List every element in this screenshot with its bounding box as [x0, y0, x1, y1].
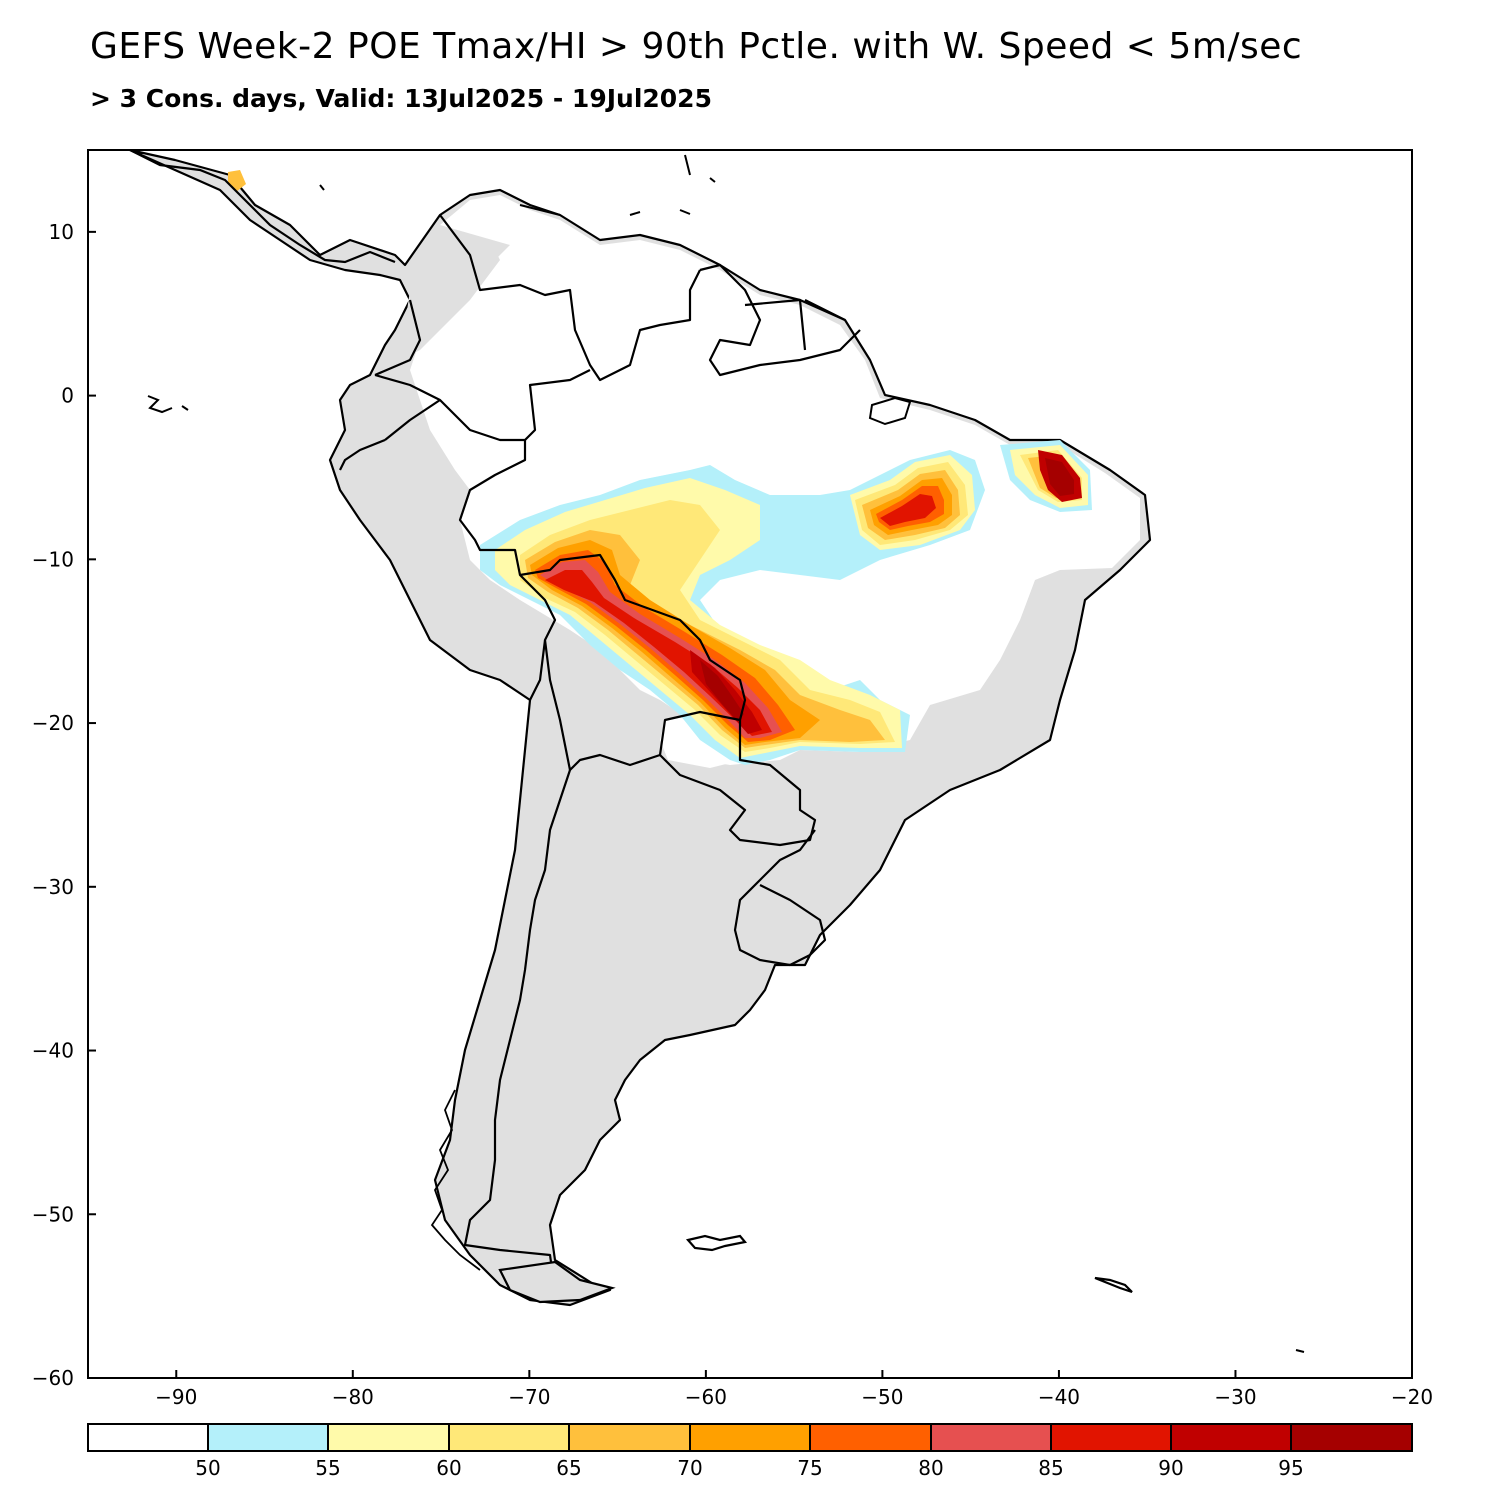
- colorbar-label: 65: [556, 1456, 581, 1480]
- map-frame: [87, 149, 1413, 1379]
- colorbar-swatch: [1170, 1423, 1292, 1452]
- y-tick-label: −40: [32, 1039, 74, 1063]
- south-georgia-island: [1094, 1276, 1133, 1294]
- map-subtitle: > 3 Cons. days, Valid: 13Jul2025 - 19Jul…: [90, 84, 712, 113]
- x-tick-label: −20: [1391, 1385, 1433, 1409]
- colorbar-swatch: [448, 1423, 570, 1452]
- colorbar-swatch: [87, 1423, 209, 1452]
- y-tick-label: −30: [32, 875, 74, 899]
- x-tick-label: −60: [685, 1385, 727, 1409]
- falkland-islands: [685, 1234, 748, 1252]
- tierra-del-fuego: [498, 1260, 616, 1304]
- colorbar: 50 55 60 65 70 75 80 85 90 95: [87, 1423, 1413, 1480]
- y-tick-label: 0: [61, 384, 74, 408]
- colorbar-label: 55: [315, 1456, 340, 1480]
- colorbar-swatch: [1290, 1423, 1413, 1452]
- colorbar-swatch: [327, 1423, 450, 1452]
- y-axis: 10 0 −10 −20 −30 −40 −50 −60: [32, 220, 96, 1390]
- y-tick-label: −10: [32, 547, 74, 571]
- colorbar-swatch: [568, 1423, 691, 1452]
- x-tick-label: −80: [332, 1385, 374, 1409]
- central-america-coast: [129, 150, 396, 264]
- colorbar-label: 80: [918, 1456, 943, 1480]
- colorbar-swatch: [930, 1423, 1052, 1452]
- colorbar-swatch: [809, 1423, 932, 1452]
- colorbar-label: 90: [1158, 1456, 1183, 1480]
- x-tick-label: −40: [1038, 1385, 1080, 1409]
- ecuador-gray-strip: [360, 385, 400, 470]
- colorbar-swatch: [207, 1423, 329, 1452]
- colorbar-swatch: [1050, 1423, 1172, 1452]
- colorbar-label: 85: [1038, 1456, 1063, 1480]
- x-tick-label: −70: [508, 1385, 550, 1409]
- x-tick-label: −50: [861, 1385, 903, 1409]
- caribbean-islands: [319, 154, 716, 216]
- small-atlantic-island: [1295, 150, 1352, 1353]
- x-tick-label: −30: [1214, 1385, 1256, 1409]
- galapagos-islands: [147, 395, 189, 414]
- colorbar-label: 95: [1278, 1456, 1303, 1480]
- x-axis: −90 −80 −70 −60 −50 −40 −30 −20: [155, 1370, 1433, 1409]
- marajo-island: [868, 396, 912, 426]
- y-tick-label: 10: [49, 220, 74, 244]
- country-borders: [339, 214, 861, 1291]
- colorbar-label: 70: [677, 1456, 702, 1480]
- colorbar-swatch: [689, 1423, 811, 1452]
- colorbar-label: 60: [436, 1456, 461, 1480]
- y-tick-label: −50: [32, 1202, 74, 1226]
- y-tick-label: −60: [32, 1366, 74, 1390]
- map-area: [128, 150, 1352, 1353]
- y-tick-label: −20: [32, 711, 74, 735]
- poe-shading: [228, 170, 1092, 765]
- colorbar-label: 75: [797, 1456, 822, 1480]
- map-title: GEFS Week-2 POE Tmax/HI > 90th Pctle. wi…: [90, 26, 1303, 67]
- colorbar-label: 50: [195, 1456, 220, 1480]
- chile-coast-islands: [430, 1089, 481, 1271]
- x-tick-label: −90: [155, 1385, 197, 1409]
